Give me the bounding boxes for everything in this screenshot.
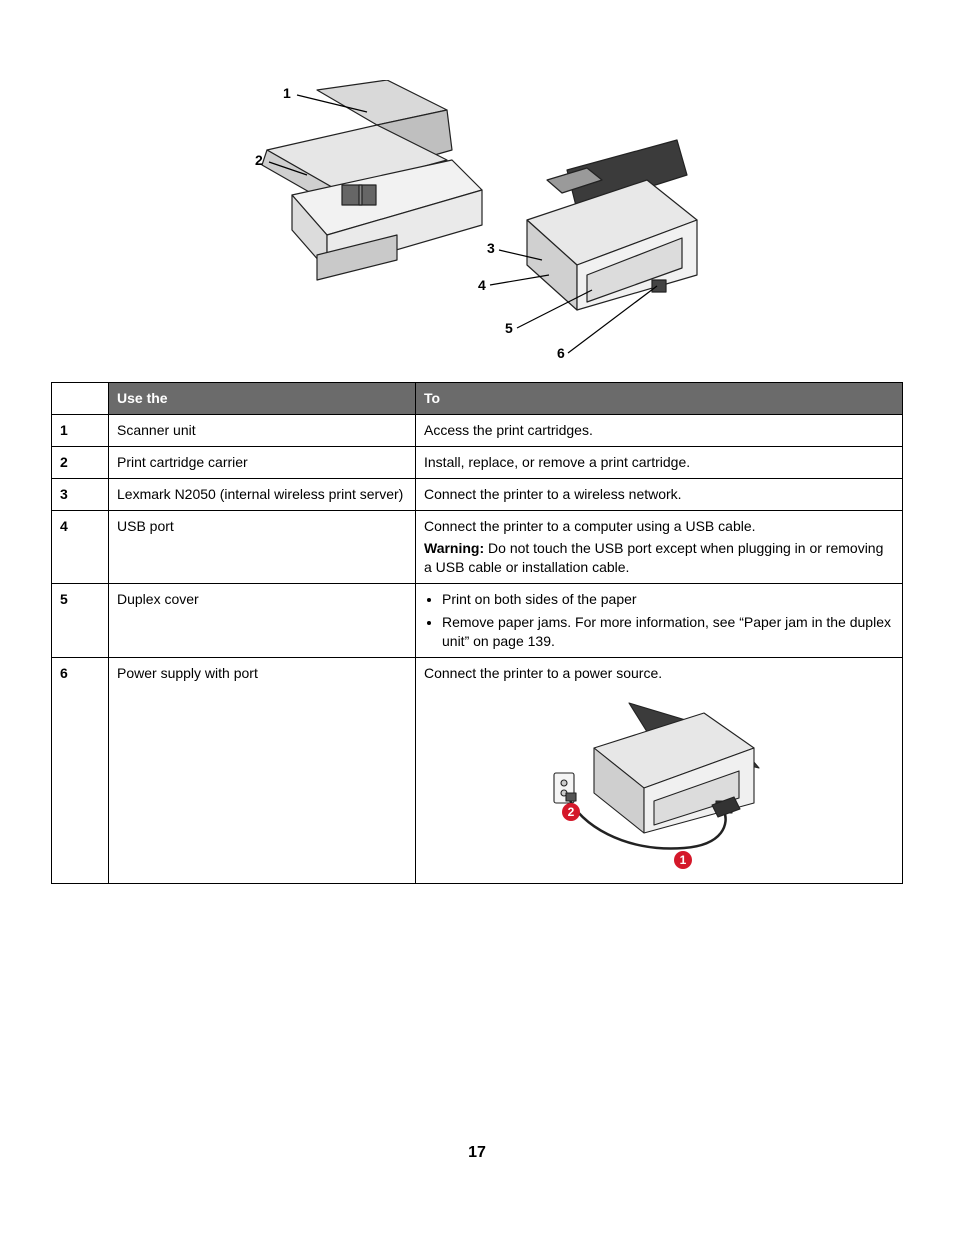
- row-to: Connect the printer to a power source.: [416, 657, 903, 883]
- diagram-label-5: 5: [505, 320, 513, 336]
- parts-table: Use the To 1 Scanner unit Access the pri…: [51, 382, 903, 884]
- col-header-to: To: [416, 383, 903, 415]
- table-row: 3 Lexmark N2050 (internal wireless print…: [52, 478, 903, 510]
- power-connection-svg: [534, 693, 784, 873]
- row-to: Connect the printer to a wireless networ…: [416, 478, 903, 510]
- manual-page: 1 2 3 4 5 6 Use the To 1 Scanner unit Ac…: [0, 0, 954, 1202]
- row-use: USB port: [109, 510, 416, 584]
- col-header-num: [52, 383, 109, 415]
- table-row: 6 Power supply with port Connect the pri…: [52, 657, 903, 883]
- table-row: 2 Print cartridge carrier Install, repla…: [52, 446, 903, 478]
- row-to: Print on both sides of the paper Remove …: [416, 584, 903, 658]
- warning-label: Warning:: [424, 540, 484, 556]
- page-number: 17: [0, 1144, 954, 1162]
- bullet-item: Print on both sides of the paper: [442, 590, 894, 609]
- diagram-label-1: 1: [283, 85, 291, 101]
- printer-diagram-svg: [247, 80, 707, 370]
- row-num: 4: [52, 510, 109, 584]
- row-to-bullets: Print on both sides of the paper Remove …: [424, 590, 894, 651]
- row-use: Print cartridge carrier: [109, 446, 416, 478]
- table-header-row: Use the To: [52, 383, 903, 415]
- diagram-label-2: 2: [255, 152, 263, 168]
- table-row: 5 Duplex cover Print on both sides of th…: [52, 584, 903, 658]
- row-use: Lexmark N2050 (internal wireless print s…: [109, 478, 416, 510]
- row-use: Duplex cover: [109, 584, 416, 658]
- table-row: 4 USB port Connect the printer to a comp…: [52, 510, 903, 584]
- power-badge-printer: 1: [674, 851, 692, 869]
- row-num: 2: [52, 446, 109, 478]
- col-header-use: Use the: [109, 383, 416, 415]
- row-num: 3: [52, 478, 109, 510]
- row-to: Install, replace, or remove a print cart…: [416, 446, 903, 478]
- row-to-line1: Connect the printer to a computer using …: [424, 517, 894, 536]
- warning-text: Do not touch the USB port except when pl…: [424, 540, 883, 575]
- power-badge-outlet: 2: [562, 803, 580, 821]
- row-use: Power supply with port: [109, 657, 416, 883]
- row-to-warning: Warning: Do not touch the USB port excep…: [424, 539, 894, 577]
- row-num: 1: [52, 414, 109, 446]
- bullet-item: Remove paper jams. For more information,…: [442, 613, 894, 651]
- diagram-label-3: 3: [487, 240, 495, 256]
- diagram-label-6: 6: [557, 345, 565, 361]
- power-connection-figure: 2 1: [534, 693, 784, 873]
- diagram-label-4: 4: [478, 277, 486, 293]
- row-num: 5: [52, 584, 109, 658]
- row-use: Scanner unit: [109, 414, 416, 446]
- row-to: Connect the printer to a computer using …: [416, 510, 903, 584]
- table-row: 1 Scanner unit Access the print cartridg…: [52, 414, 903, 446]
- printer-diagram: 1 2 3 4 5 6: [247, 80, 707, 370]
- row-to-text: Connect the printer to a power source.: [424, 665, 662, 681]
- row-to: Access the print cartridges.: [416, 414, 903, 446]
- row-num: 6: [52, 657, 109, 883]
